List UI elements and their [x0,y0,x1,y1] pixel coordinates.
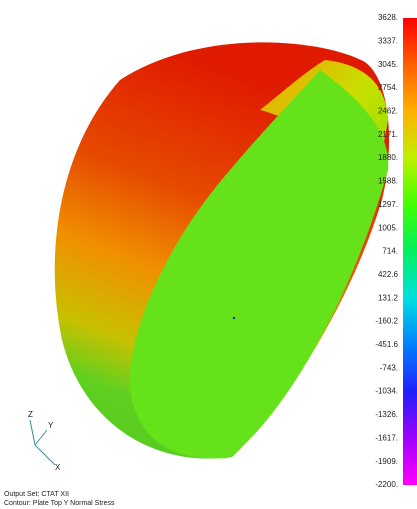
legend-label: 1588. [378,177,398,186]
legend-label: 2754. [378,83,398,92]
cut-face [129,70,389,459]
axis-triad [29,419,56,466]
legend-label: -2200. [375,480,398,489]
legend-label: 2171. [378,130,398,139]
legend-label: -160.2 [375,317,398,326]
legend-label: -1034. [375,387,398,396]
triad-x [34,444,56,466]
legend-label: -1909. [375,457,398,466]
legend: 3628. 3337. 3045. 2754. 2462. 2171. 1880. 1588.… [375,13,398,489]
legend-color-bar [403,18,417,485]
triad-z [29,419,36,446]
legend-label: 2462. [378,107,398,116]
legend-label: 1005. [378,223,398,232]
legend-label: 131.2 [378,293,399,302]
legend-label: -1617. [375,433,398,442]
triad-label: Y [48,421,54,430]
node-marker [232,316,236,320]
legend-label: 3045. [378,60,398,69]
legend-label: 422.6 [378,270,399,279]
legend-label: 3337. [378,36,398,45]
legend-label: -743. [380,363,398,372]
legend-label: 1880. [378,153,398,162]
triad-label: Z [28,410,33,419]
contour-name: Contour: Plate Top Y Normal Stress [4,500,115,507]
triad-label: X [55,463,61,472]
legend-label: -451.6 [375,340,398,349]
legend-label: 3628. [378,13,398,22]
legend-label: 1297. [378,200,398,209]
output-set: Output Set: CTAT XII [4,491,69,498]
legend-label: -1326. [375,410,398,419]
legend-label: 714. [382,247,398,256]
triad-y [34,429,48,446]
